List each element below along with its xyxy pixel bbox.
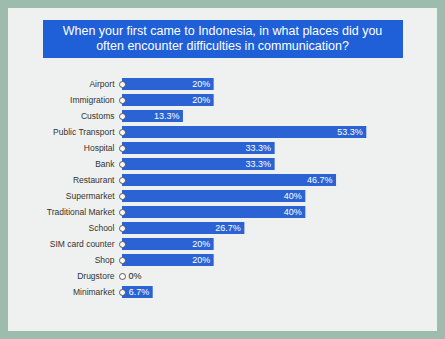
svg-text:Traditional Market: Traditional Market xyxy=(47,207,115,217)
svg-text:School: School xyxy=(89,223,115,233)
svg-text:13.3%: 13.3% xyxy=(154,111,180,121)
svg-text:40%: 40% xyxy=(284,207,302,217)
svg-text:0%: 0% xyxy=(129,271,142,281)
svg-text:Minimarket: Minimarket xyxy=(73,287,115,297)
svg-text:Airport: Airport xyxy=(89,79,115,89)
svg-text:Restaurant: Restaurant xyxy=(73,175,115,185)
svg-text:Customs: Customs xyxy=(81,111,115,121)
svg-text:53.3%: 53.3% xyxy=(337,127,363,137)
svg-text:Bank: Bank xyxy=(95,159,115,169)
svg-text:46.7%: 46.7% xyxy=(307,175,333,185)
svg-text:Supermarket: Supermarket xyxy=(66,191,115,201)
svg-text:Public Transport: Public Transport xyxy=(53,127,115,137)
svg-text:Shop: Shop xyxy=(95,255,115,265)
svg-text:Immigration: Immigration xyxy=(70,95,115,105)
svg-text:26.7%: 26.7% xyxy=(215,223,241,233)
svg-text:20%: 20% xyxy=(192,79,210,89)
svg-text:40%: 40% xyxy=(284,191,302,201)
svg-text:Drugstore: Drugstore xyxy=(77,271,115,281)
svg-text:20%: 20% xyxy=(192,95,210,105)
svg-text:6.7%: 6.7% xyxy=(129,287,150,297)
svg-text:20%: 20% xyxy=(192,255,210,265)
svg-text:SIM card counter: SIM card counter xyxy=(50,239,115,249)
svg-text:33.3%: 33.3% xyxy=(246,143,272,153)
html-text:When your first came to Indone: When your first came to Indonesia, in wh… xyxy=(62,24,383,53)
svg-text:20%: 20% xyxy=(192,239,210,249)
svg-text:33.3%: 33.3% xyxy=(246,159,272,169)
svg-text:Hospital: Hospital xyxy=(84,143,115,153)
